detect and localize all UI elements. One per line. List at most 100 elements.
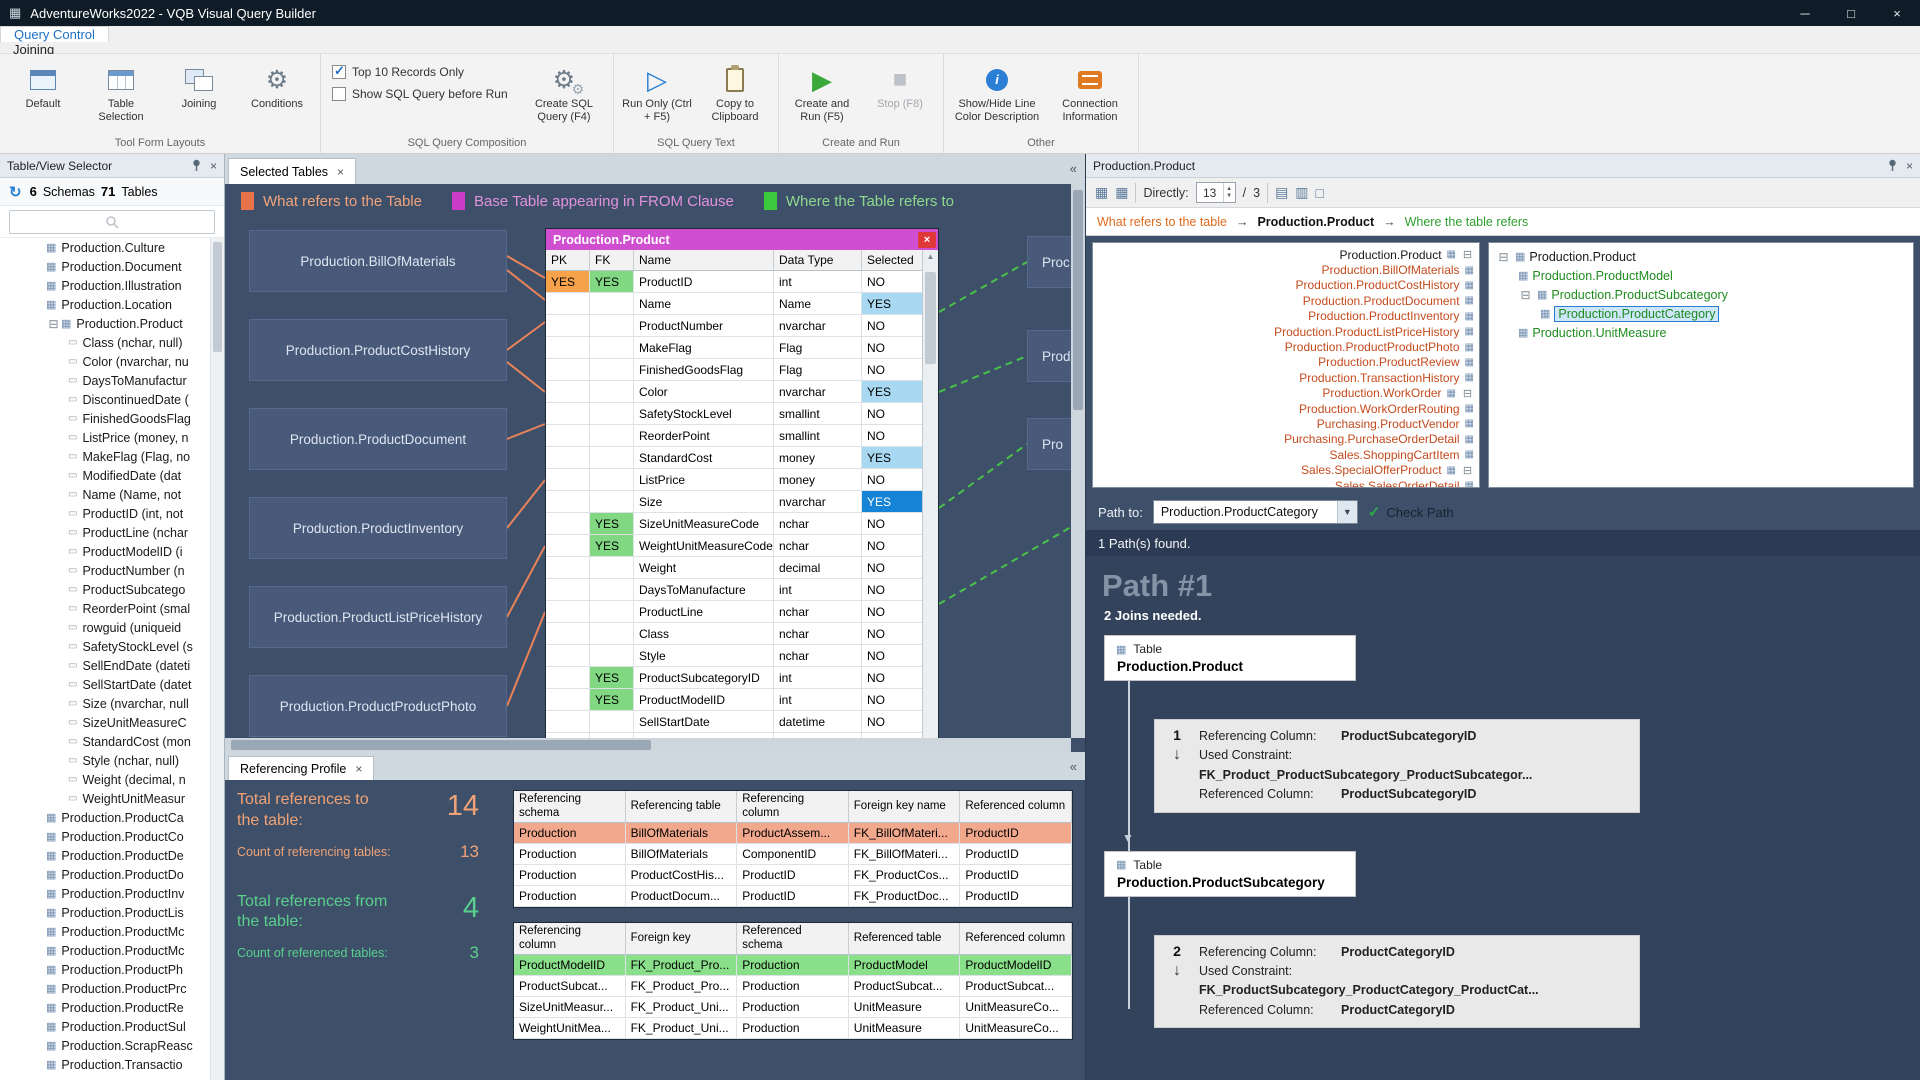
selected-cell[interactable]: NO <box>862 579 924 600</box>
line-color-description-button[interactable]: i Show/Hide Line Color Description <box>949 57 1045 133</box>
grid-row[interactable]: Color nvarchar YES <box>546 381 924 403</box>
menu-item[interactable]: Query Control <box>0 26 109 42</box>
expand-toggle-icon[interactable]: ⊟ <box>1520 287 1531 302</box>
list-item[interactable]: Purchasing.ProductVendor ⊟ <box>1098 416 1474 431</box>
table-row[interactable]: Production BillOfMaterials ProductAssem.… <box>514 823 1072 844</box>
selected-cell[interactable]: YES <box>862 491 924 512</box>
selected-cell[interactable]: NO <box>862 645 924 666</box>
tree-item[interactable]: ⊟ Production.ProductRe <box>0 998 210 1017</box>
table-row[interactable]: WeightUnitMea... FK_Product_Uni... Produ… <box>514 1018 1072 1039</box>
scroll-up-icon[interactable]: ▲ <box>926 252 935 261</box>
list-item[interactable]: Sales.ShoppingCartItem ⊟ <box>1098 447 1474 462</box>
tree-item[interactable]: ⊟ Production.ProductDo <box>0 865 210 884</box>
expand-toggle-icon[interactable]: ⊟ <box>1462 387 1473 400</box>
path-step-table[interactable]: Table Production.ProductSubcategory <box>1104 850 1356 897</box>
tree-item[interactable]: ⊟ Size (nvarchar, null <box>0 694 210 713</box>
list-item[interactable]: Production.BillOfMaterials ⊟ <box>1098 262 1474 277</box>
grid-row[interactable]: YES YES ProductID int NO <box>546 271 924 293</box>
path-to-select[interactable]: Production.ProductCategory ▼ <box>1152 500 1358 524</box>
tab-selected-tables[interactable]: Selected Tables × <box>228 158 357 184</box>
default-layout-button[interactable]: Default <box>5 57 81 133</box>
tree-item[interactable]: ⊟ ProductModelID (i <box>0 542 210 561</box>
selected-cell[interactable]: NO <box>862 513 924 534</box>
copy-to-clipboard-button[interactable]: Copy to Clipboard <box>697 57 773 133</box>
path-step-join[interactable]: 1 ↓ Referencing Column: ProductSubcategor… <box>1154 719 1640 813</box>
table-row[interactable]: Production BillOfMaterials ComponentID F… <box>514 844 1072 865</box>
grid-row[interactable]: Name Name YES <box>546 293 924 315</box>
grid-row[interactable]: SellStartDate datetime NO <box>546 711 924 733</box>
tree-item[interactable]: ⊟ Production.Culture <box>0 238 210 257</box>
minimize-button[interactable]: ─ <box>1800 5 1810 21</box>
stop-button[interactable]: ■ Stop (F8) <box>877 66 923 111</box>
canvas-vertical-scrollbar[interactable] <box>1071 184 1085 738</box>
list-item[interactable]: Production.ProductInventory ⊟ <box>1098 309 1474 324</box>
close-icon[interactable]: × <box>1905 158 1913 173</box>
tree-item[interactable]: ⊟ ProductSubcatego <box>0 580 210 599</box>
show-sql-checkbox[interactable] <box>332 87 346 101</box>
create-sql-query-button[interactable]: ⚙ Create SQL Query (F4) <box>520 57 608 133</box>
tree-item[interactable]: ⊟ Production.ProductMc <box>0 922 210 941</box>
list-item[interactable]: Sales.SalesOrderDetail ⊟ <box>1098 478 1474 487</box>
list-item[interactable]: Production.WorkOrderRouting ⊟ <box>1098 401 1474 416</box>
directly-stepper[interactable]: 13 ▲ ▼ <box>1195 182 1236 203</box>
tree-item[interactable]: ⊟ DiscontinuedDate ( <box>0 390 210 409</box>
refresh-icon[interactable]: ↻ <box>9 183 22 201</box>
tree-item[interactable]: ⊟ SafetyStockLevel (s <box>0 637 210 656</box>
dropdown-arrow-icon[interactable]: ▼ <box>1336 501 1357 523</box>
tree-item[interactable]: ⊟ Production.ProductSubcategory <box>1494 285 1908 304</box>
expand-toggle-icon[interactable]: ⊟ <box>48 316 59 331</box>
tree-item[interactable]: ⊟ Class (nchar, null) <box>0 333 210 352</box>
selected-cell[interactable]: YES <box>862 447 924 468</box>
tree-item[interactable]: ⊟ Production.ProductDe <box>0 846 210 865</box>
table-node[interactable]: Production.ProductInventory <box>249 497 507 559</box>
table-row[interactable]: Production ProductDocum... ProductID FK_… <box>514 886 1072 907</box>
tree-item[interactable]: ⊟ FinishedGoodsFlag <box>0 409 210 428</box>
view-columns-icon[interactable]: ▥ <box>1295 184 1309 200</box>
selected-cell[interactable]: NO <box>862 403 924 424</box>
grid-row[interactable]: YES SizeUnitMeasureCode nchar NO <box>546 513 924 535</box>
create-and-run-button[interactable]: ▶ Create and Run (F5) <box>794 65 850 123</box>
list-item[interactable]: Production.ProductDocument ⊟ <box>1098 293 1474 308</box>
selected-cell[interactable]: YES <box>862 381 924 402</box>
tree-item[interactable]: ⊟ Production.UnitMeasure <box>1494 323 1908 342</box>
table-row[interactable]: SizeUnitMeasur... FK_Product_Uni... Prod… <box>514 997 1072 1018</box>
close-icon[interactable]: × <box>918 231 936 248</box>
close-icon[interactable]: × <box>209 158 217 173</box>
tree-item[interactable]: ⊟ ModifiedDate (dat <box>0 466 210 485</box>
tree-item[interactable]: ⊟ Production.Transactio <box>0 1055 210 1074</box>
grid-row[interactable]: FinishedGoodsFlag Flag NO <box>546 359 924 381</box>
selected-cell[interactable]: NO <box>862 623 924 644</box>
tree-item[interactable]: ⊟ Production.Product <box>1494 247 1908 266</box>
tree-item[interactable]: ⊟ Production.Location <box>0 295 210 314</box>
tree-item[interactable]: ⊟ ProductID (int, not <box>0 504 210 523</box>
selected-cell[interactable]: NO <box>862 271 924 292</box>
table-row[interactable]: ProductModelID FK_Product_Pro... Product… <box>514 955 1072 976</box>
close-icon[interactable]: × <box>355 761 363 776</box>
selected-cell[interactable]: NO <box>862 689 924 710</box>
selected-cell[interactable]: NO <box>862 469 924 490</box>
selected-cell[interactable]: NO <box>862 667 924 688</box>
tree-item[interactable]: ⊟ Production.ProductCategory <box>1494 304 1908 323</box>
tree-item[interactable]: ⊟ Name (Name, not <box>0 485 210 504</box>
tree-item[interactable]: ⊟ Production.ProductSul <box>0 1017 210 1036</box>
tree-item[interactable]: ⊟ Weight (decimal, n <box>0 770 210 789</box>
selected-cell[interactable]: NO <box>862 557 924 578</box>
grid-row[interactable]: ReorderPoint smallint NO <box>546 425 924 447</box>
list-item[interactable]: Purchasing.PurchaseOrderDetail ⊟ <box>1098 432 1474 447</box>
sidebar-scrollbar[interactable] <box>210 238 224 1080</box>
expand-toggle-icon[interactable]: ⊟ <box>1462 249 1473 262</box>
show-sql-checkbox-row[interactable]: Show SQL Query before Run <box>332 87 512 101</box>
list-item[interactable]: Production.ProductReview ⊟ <box>1098 355 1474 370</box>
grid-scrollbar[interactable]: ▲ ▼ <box>922 250 938 752</box>
table-node[interactable]: Production.ProductCostHistory <box>249 319 507 381</box>
table-icon[interactable]: ▦ <box>1115 184 1129 200</box>
selected-cell[interactable]: NO <box>862 359 924 380</box>
list-root-item[interactable]: Production.Product ⊟ <box>1098 247 1474 262</box>
tree-item[interactable]: ⊟ Production.Product <box>0 314 210 333</box>
close-icon[interactable]: × <box>337 164 345 179</box>
path-step-join[interactable]: 2 ↓ Referencing Column: ProductCategoryID… <box>1154 934 1640 1028</box>
table-node[interactable]: Production.ProductListPriceHistory <box>249 586 507 648</box>
tree-item[interactable]: ⊟ SellStartDate (datet <box>0 675 210 694</box>
top10-checkbox[interactable] <box>332 63 346 79</box>
table-row[interactable]: Production ProductCostHis... ProductID F… <box>514 865 1072 886</box>
